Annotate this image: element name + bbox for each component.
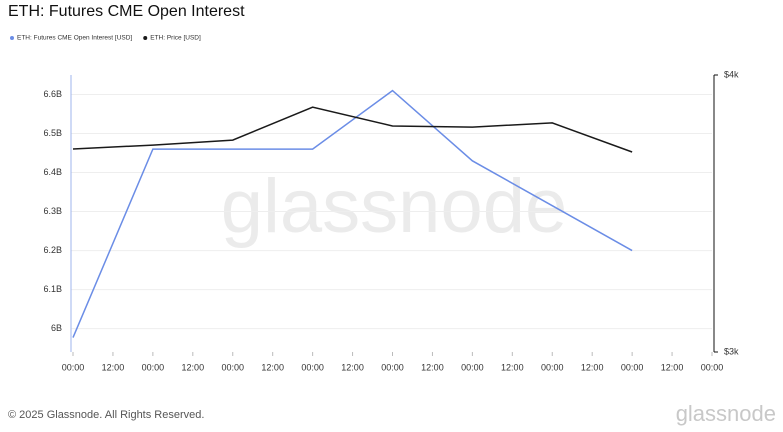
- x-tick-label: 00:00: [701, 362, 724, 372]
- x-tick-label: 00:00: [621, 362, 644, 372]
- x-tick-label: 12:00: [661, 362, 684, 372]
- y-tick-label: 6.6B: [43, 89, 62, 99]
- legend-label: ETH: Price [USD]: [150, 35, 201, 42]
- x-tick-label: 00:00: [142, 362, 165, 372]
- x-tick-label: 00:00: [381, 362, 404, 372]
- y2-tick-label: $3k: [724, 346, 739, 356]
- legend-marker: [10, 36, 14, 40]
- x-tick-label: 00:00: [221, 362, 244, 372]
- series-line: [72, 106, 633, 153]
- y-tick-label: 6.5B: [43, 128, 62, 138]
- x-tick-label: 12:00: [501, 362, 524, 372]
- x-tick-label: 00:00: [301, 362, 324, 372]
- x-tick-label: 00:00: [461, 362, 484, 372]
- y-tick-label: 6.4B: [43, 167, 62, 177]
- logo: glassnode: [676, 401, 776, 426]
- y-tick-label: 6.2B: [43, 245, 62, 255]
- x-tick-label: 12:00: [102, 362, 125, 372]
- legend-label: ETH: Futures CME Open Interest [USD]: [17, 35, 132, 42]
- chart-title: ETH: Futures CME Open Interest: [8, 3, 245, 20]
- x-tick-label: 12:00: [341, 362, 364, 372]
- series-line: [72, 89, 633, 338]
- legend-marker: [143, 36, 148, 40]
- y-tick-label: 6B: [51, 323, 62, 333]
- x-tick-label: 12:00: [261, 362, 284, 372]
- x-tick-label: 00:00: [541, 362, 564, 372]
- x-tick-label: 00:00: [62, 362, 85, 372]
- y2-tick-label: $4k: [724, 69, 739, 79]
- watermark: glassnode: [221, 164, 568, 249]
- x-tick-label: 12:00: [421, 362, 444, 372]
- footer: © 2025 Glassnode. All Rights Reserved.: [8, 409, 204, 421]
- x-tick-label: 12:00: [581, 362, 604, 372]
- y-tick-label: 6.1B: [43, 284, 62, 294]
- y-tick-label: 6.3B: [43, 206, 62, 216]
- x-tick-label: 12:00: [182, 362, 205, 372]
